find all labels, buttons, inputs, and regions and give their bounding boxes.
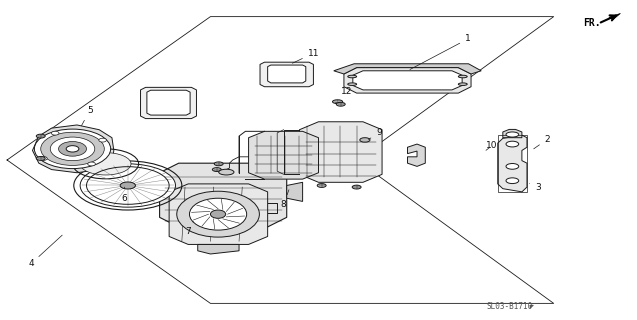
Text: 12: 12 [338,87,353,101]
Text: 5: 5 [82,106,92,126]
Text: 3: 3 [529,183,541,192]
Ellipse shape [36,156,45,160]
Ellipse shape [34,129,111,169]
Polygon shape [334,64,481,74]
Text: 10: 10 [486,141,497,150]
Ellipse shape [99,138,106,142]
Ellipse shape [459,75,467,78]
Text: 8: 8 [281,190,289,209]
Text: 7: 7 [185,221,193,236]
Ellipse shape [210,210,225,218]
Ellipse shape [80,153,131,175]
Ellipse shape [459,83,467,85]
Ellipse shape [336,102,345,106]
Ellipse shape [348,83,357,85]
Polygon shape [32,125,114,173]
Polygon shape [344,68,471,93]
Ellipse shape [506,132,519,137]
Ellipse shape [39,156,47,160]
Ellipse shape [506,164,519,169]
Ellipse shape [80,164,175,207]
Polygon shape [169,184,268,244]
Ellipse shape [348,75,357,78]
Text: 1: 1 [410,35,471,69]
Text: 11: 11 [292,49,319,63]
Ellipse shape [36,134,45,138]
Ellipse shape [120,182,136,189]
Polygon shape [268,65,306,83]
Text: 4: 4 [29,235,62,268]
Ellipse shape [352,185,361,189]
Text: 9: 9 [369,128,382,140]
Ellipse shape [50,137,95,161]
Ellipse shape [317,184,326,188]
Ellipse shape [189,198,247,230]
Ellipse shape [176,191,259,237]
Ellipse shape [41,132,104,165]
Text: 6: 6 [122,187,127,203]
Polygon shape [299,122,382,182]
Polygon shape [287,182,303,201]
Ellipse shape [506,141,519,147]
Polygon shape [503,129,522,138]
Ellipse shape [66,146,79,152]
Polygon shape [609,13,620,20]
Text: FR.: FR. [583,18,601,28]
Ellipse shape [360,138,370,142]
Text: SL03-B1710: SL03-B1710 [487,302,533,311]
Ellipse shape [214,162,223,166]
Ellipse shape [59,141,87,156]
Polygon shape [147,90,190,115]
Polygon shape [248,131,318,179]
Ellipse shape [333,100,343,104]
Polygon shape [197,244,239,254]
Ellipse shape [218,169,234,175]
Ellipse shape [506,178,519,184]
Text: 2: 2 [534,135,550,149]
Polygon shape [160,163,287,227]
Polygon shape [141,87,196,119]
Ellipse shape [88,162,96,166]
Polygon shape [353,71,462,90]
Polygon shape [497,135,527,192]
Ellipse shape [212,168,221,172]
Bar [497,135,527,192]
Polygon shape [530,305,533,308]
Ellipse shape [52,131,59,135]
Polygon shape [260,62,313,87]
Polygon shape [408,144,426,166]
